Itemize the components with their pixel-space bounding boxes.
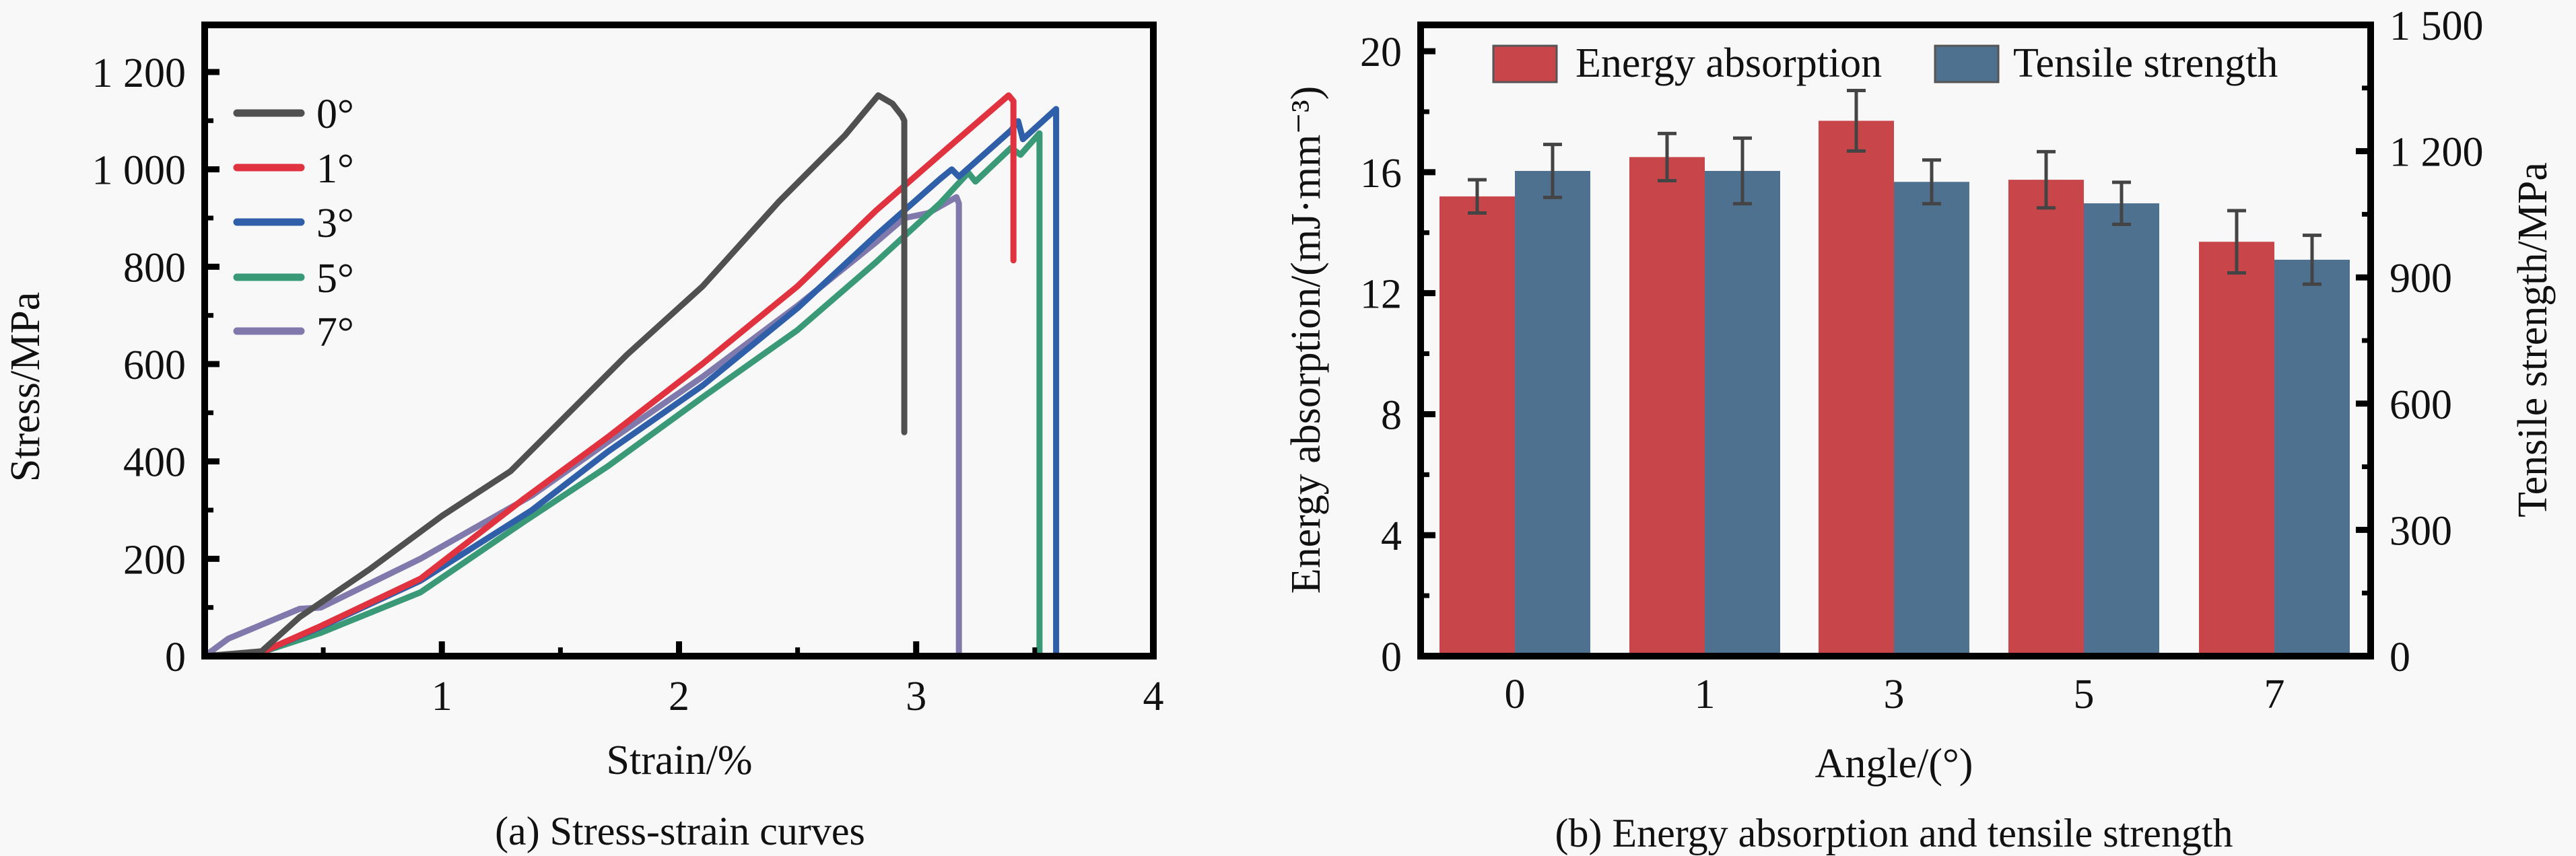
right-y-tick-label: 1 200 (2389, 130, 2484, 176)
bar-energy-5 (2008, 180, 2084, 656)
x-tick-label: 2 (669, 674, 689, 719)
x-tick-label: 1 (1695, 672, 1716, 717)
x-tick-label: 0 (1505, 672, 1526, 717)
y-axis-title: Stress/MPa (3, 292, 48, 482)
error-bar (2112, 180, 2131, 226)
caption-a: (a) Stress-strain curves (495, 809, 865, 853)
curve-0deg (201, 92, 908, 659)
error-bar (1658, 131, 1676, 182)
bar-tensile-5 (2084, 203, 2159, 656)
bar-energy-0 (1439, 196, 1515, 657)
y-tick-label: 1 200 (92, 50, 187, 96)
legend-label: Energy absorption (1575, 40, 1882, 86)
legend-swatch (1492, 44, 1558, 83)
legend-item: Tensile strength (1934, 40, 2278, 86)
x-tick-label: 1 (432, 674, 452, 719)
right-y-axis-ticks: 0 300 600 900 1 200 1 500 (2356, 3, 2484, 680)
curve-7deg (201, 194, 962, 659)
left-y-tick-label: 16 (1360, 151, 1402, 197)
error-bar (1543, 143, 1562, 199)
left-y-tick-label: 20 (1360, 30, 1402, 75)
energy-tensile-chart: 0 4 8 12 16 20 0 300 600 900 1 200 1 500 0 1 3 5 7 Ene… (1283, 3, 2556, 855)
left-y-axis-ticks: 0 4 8 12 16 20 (1360, 30, 1435, 680)
error-bar (2303, 234, 2321, 286)
right-y-tick-label: 600 (2389, 382, 2452, 428)
y-tick-label: 0 (165, 635, 186, 680)
x-tick-label: 3 (1884, 672, 1905, 717)
legend-label: 1° (316, 146, 354, 192)
bar-energy-1 (1629, 157, 1705, 657)
legend: 0° 1° 3° 5° 7° (233, 92, 354, 355)
y-tick-label: 200 (123, 537, 186, 583)
error-bars-group (1468, 89, 2321, 286)
x-tick-label: 4 (1143, 674, 1164, 719)
legend-item: 5° (233, 256, 354, 301)
right-y-tick-label: 0 (2389, 635, 2410, 680)
error-bar (2227, 209, 2246, 275)
error-bar (2037, 149, 2056, 210)
legend-item: 0° (233, 92, 354, 137)
bar-tensile-1 (1705, 170, 1780, 656)
legend-label: 7° (316, 310, 354, 355)
x-tick-label: 7 (2264, 672, 2285, 717)
curves-group (201, 92, 1060, 659)
error-bar (1847, 89, 1866, 153)
legend-item: 3° (233, 201, 354, 246)
bar-tensile-0 (1515, 170, 1590, 656)
y-axis-ticks: 0 200 400 600 800 1 000 1 200 (92, 50, 219, 680)
y-tick-label: 800 (123, 245, 186, 291)
left-y-axis-title: Energy absorption/(mJ·mm⁻³) (1283, 86, 1329, 594)
left-y-tick-label: 0 (1381, 635, 1402, 680)
left-y-tick-label: 12 (1360, 272, 1402, 318)
legend-item: 1° (233, 146, 354, 192)
legend-label: 0° (316, 92, 354, 137)
bar-energy-3 (1819, 120, 1894, 656)
legend-label: 3° (316, 201, 354, 246)
bar-tensile-7 (2274, 259, 2350, 656)
legend-b: Energy absorption Tensile strength (1492, 40, 2278, 86)
y-tick-label: 1 000 (92, 148, 187, 194)
right-y-axis-title: Tensile strength/MPa (2510, 162, 2556, 518)
x-axis-labels: 0 1 3 5 7 (1505, 672, 2285, 717)
bar-tensile-3 (1894, 182, 1969, 656)
x-tick-label: 3 (906, 674, 926, 719)
error-bar (1468, 178, 1487, 215)
caption-b: (b) Energy absorption and tensile streng… (1555, 811, 2233, 855)
curve-1deg (201, 92, 1017, 659)
legend-swatch (1934, 44, 2000, 83)
legend-label: 5° (316, 256, 354, 301)
left-y-tick-label: 4 (1381, 513, 1402, 559)
y-tick-label: 400 (123, 440, 186, 486)
right-y-tick-label: 1 500 (2389, 3, 2484, 49)
legend-label: Tensile strength (2013, 40, 2278, 86)
error-bar (1922, 158, 1941, 206)
x-axis-title: Strain/% (607, 738, 753, 783)
right-y-tick-label: 900 (2389, 256, 2452, 301)
legend-item: 7° (233, 310, 354, 355)
x-tick-label: 5 (2074, 672, 2095, 717)
x-axis-ticks: 1 2 3 4 (320, 641, 1164, 719)
y-tick-label: 600 (123, 343, 186, 388)
error-bar (1733, 136, 1752, 206)
legend-item: Energy absorption (1492, 40, 1882, 86)
bars-group (1439, 120, 2350, 657)
bar-energy-7 (2199, 242, 2274, 657)
right-y-tick-label: 300 (2389, 508, 2452, 554)
left-y-tick-label: 8 (1381, 392, 1402, 438)
x-axis-title-b: Angle/(°) (1815, 741, 1973, 787)
